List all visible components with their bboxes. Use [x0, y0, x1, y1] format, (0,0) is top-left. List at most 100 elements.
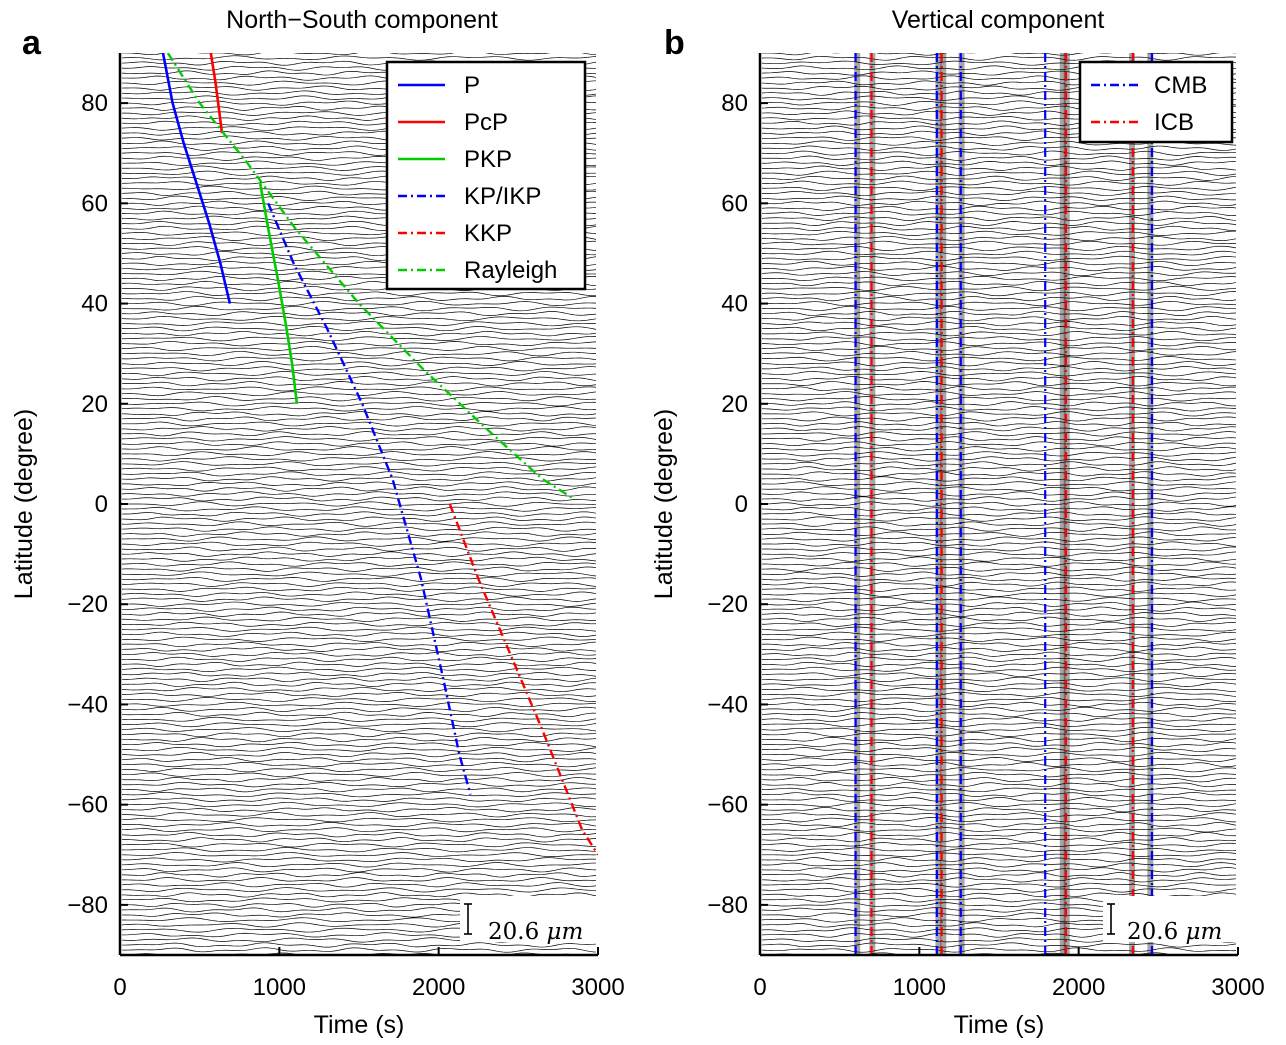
seismic-trace — [761, 576, 1237, 582]
x-tick-label: 1000 — [893, 974, 946, 1001]
seismic-trace — [121, 401, 597, 407]
x-tick-label: 1000 — [253, 974, 306, 1001]
series-line-kkp — [448, 503, 598, 856]
seismic-trace — [121, 857, 597, 863]
seismic-trace — [761, 877, 1237, 883]
seismic-trace — [121, 782, 597, 788]
seismic-trace — [121, 697, 597, 703]
seismic-trace — [761, 611, 1237, 617]
seismic-trace — [761, 601, 1237, 607]
seismic-trace — [121, 496, 597, 502]
seismic-trace — [121, 536, 597, 542]
seismic-trace — [761, 631, 1237, 637]
seismic-trace — [761, 817, 1237, 823]
seismic-trace — [761, 210, 1237, 216]
x-tick-label: 0 — [113, 974, 126, 1001]
seismic-trace — [121, 516, 597, 522]
seismic-trace — [121, 631, 597, 637]
y-tick-label: −60 — [67, 792, 108, 819]
seismic-trace — [761, 777, 1237, 783]
seismic-trace — [761, 887, 1237, 893]
seismic-trace — [761, 466, 1237, 472]
scale-bar-bg — [460, 896, 600, 942]
panel-title: Vertical component — [892, 6, 1105, 34]
panel-a: 0 1000 2000 3000 80 60 40 20 0 −20 −40 −60 −80 Time (… — [10, 6, 625, 1039]
seismic-trace — [122, 451, 597, 457]
seismic-trace — [761, 731, 1237, 738]
seismic-trace — [761, 346, 1237, 352]
seismic-trace — [121, 692, 597, 697]
seismic-trace — [761, 205, 1237, 211]
y-tick-label: 60 — [721, 190, 748, 217]
seismic-trace — [121, 626, 597, 632]
seismic-trace — [121, 797, 597, 802]
seismic-trace — [761, 526, 1237, 532]
x-tick-label: 3000 — [571, 974, 624, 1001]
seismic-trace — [761, 366, 1237, 372]
seismic-trace — [121, 326, 597, 332]
seismic-trace — [761, 441, 1237, 447]
seismic-trace — [761, 802, 1237, 808]
seismic-trace — [761, 235, 1237, 242]
seismic-trace — [121, 556, 597, 562]
seismic-trace — [121, 651, 597, 657]
seismic-trace — [761, 546, 1237, 552]
seismic-trace — [121, 787, 597, 793]
seismic-trace — [761, 827, 1237, 833]
seismic-trace — [121, 676, 597, 682]
seismic-trace — [121, 701, 597, 708]
seismic-trace — [121, 947, 597, 953]
trace-group — [761, 53, 1237, 955]
seismic-trace — [761, 787, 1237, 793]
legend-label: KP/IKP — [464, 183, 541, 210]
seismic-trace — [121, 742, 597, 748]
seismic-trace — [761, 842, 1237, 848]
seismic-trace — [121, 847, 597, 853]
seismic-trace — [121, 426, 597, 432]
seismic-trace — [761, 942, 1237, 948]
seismic-trace — [121, 561, 597, 567]
seismic-trace — [121, 862, 596, 868]
seismic-trace — [761, 285, 1237, 292]
phase-series-group — [161, 53, 598, 856]
seismic-trace — [761, 481, 1237, 486]
y-axis-label: Latitude (degree) — [650, 409, 678, 599]
seismic-trace — [121, 431, 596, 437]
seismic-trace — [761, 832, 1237, 837]
seismic-trace — [121, 541, 597, 547]
seismic-trace — [761, 53, 1236, 56]
seismic-trace — [121, 686, 597, 692]
seismic-trace — [761, 275, 1237, 282]
seismic-trace — [121, 591, 597, 597]
seismic-trace — [121, 486, 597, 492]
seismic-trace — [761, 872, 1237, 878]
seismic-trace — [121, 521, 597, 527]
seismic-trace — [761, 797, 1237, 802]
series-line-pcp — [209, 53, 224, 134]
y-tick-label: 20 — [721, 391, 748, 418]
seismic-trace — [761, 767, 1237, 773]
seismic-trace — [761, 661, 1237, 667]
seismic-trace — [121, 817, 597, 823]
seismic-trace — [761, 391, 1237, 397]
seismic-trace — [761, 456, 1237, 462]
y-tick-label: 40 — [81, 291, 108, 318]
seismic-trace — [121, 506, 597, 512]
panel-title: North−South component — [226, 6, 498, 34]
seismic-trace — [761, 566, 1237, 572]
seismic-trace — [761, 516, 1237, 522]
legend-label: CMB — [1154, 72, 1207, 99]
seismic-trace — [761, 260, 1237, 267]
seismic-trace — [761, 240, 1237, 246]
seismic-trace — [761, 757, 1237, 763]
seismic-trace — [761, 451, 1237, 457]
seismic-trace — [121, 812, 597, 818]
seismic-trace — [121, 511, 597, 517]
seismic-trace — [761, 190, 1237, 196]
y-tick-label: −80 — [707, 892, 748, 919]
seismic-trace — [121, 661, 597, 667]
seismic-trace — [121, 636, 597, 642]
seismic-trace — [761, 165, 1237, 171]
seismic-trace — [121, 300, 597, 307]
series-line-kp-ikp — [267, 202, 472, 795]
